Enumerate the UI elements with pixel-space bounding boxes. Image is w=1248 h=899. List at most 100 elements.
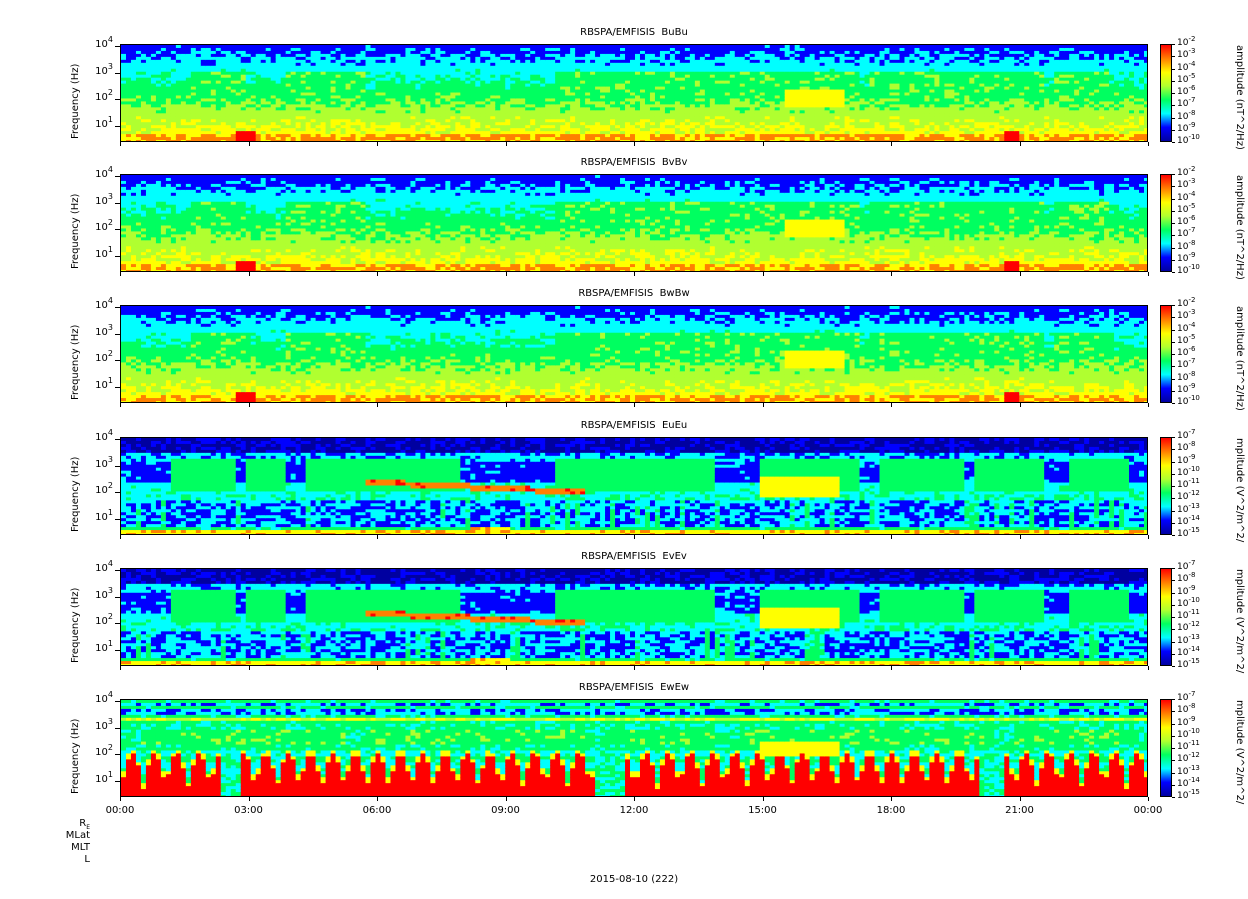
y-tick-mark: [115, 649, 120, 651]
colorbar-tick-mark: [1172, 210, 1175, 212]
x-tick-mark: [1148, 797, 1149, 801]
x-tick-mark: [1148, 272, 1149, 276]
y-axis-label: Frequency (Hz): [70, 64, 81, 139]
y-tick-mark: [115, 780, 120, 782]
x-tick-mark: [1148, 403, 1149, 407]
x-tick-mark: [505, 272, 507, 276]
x-tick-label: 06:00: [352, 805, 402, 816]
colorbar-tick-mark: [1172, 510, 1175, 512]
colorbar-tick-mark: [1172, 461, 1175, 463]
colorbar-tick-mark: [1172, 186, 1175, 188]
colorbar: [1160, 568, 1172, 666]
colorbar-tick-mark: [1172, 449, 1175, 451]
y-tick-mark: [115, 596, 120, 598]
colorbar: [1160, 437, 1172, 535]
x-tick-mark: [248, 272, 250, 276]
y-tick-label: 102: [73, 219, 113, 234]
colorbar-tick-label: 10-7: [1177, 97, 1195, 110]
x-tick-mark: [377, 142, 378, 146]
x-tick-label: 12:00: [609, 805, 659, 816]
y-axis-label: Frequency (Hz): [70, 194, 81, 269]
colorbar-tick-mark: [1172, 437, 1175, 438]
x-tick-mark: [248, 666, 250, 670]
colorbar-label: mplitude (V^2/m^2/: [1234, 569, 1245, 673]
y-tick-label: 102: [73, 482, 113, 497]
colorbar-tick-mark: [1172, 486, 1175, 487]
colorbar-tick-mark: [1172, 80, 1175, 82]
colorbar-tick-label: 10-15: [1177, 658, 1200, 671]
x-tick-label: 09:00: [481, 805, 531, 816]
panel-title: RBSPA/EMFISIS BwBw: [120, 288, 1148, 299]
colorbar-tick-label: 10-6: [1177, 85, 1195, 98]
y-tick-mark: [115, 202, 120, 204]
y-tick-label: 101: [73, 770, 113, 785]
colorbar-tick-label: 10-12: [1177, 752, 1200, 765]
x-tick-mark: [762, 142, 764, 146]
colorbar-tick-mark: [1172, 748, 1175, 749]
x-tick-mark: [634, 666, 635, 670]
x-tick-mark: [891, 272, 892, 276]
x-tick-mark: [505, 797, 507, 801]
y-tick-mark: [115, 701, 120, 703]
colorbar-label: mplitude (V^2/m^2/: [1234, 700, 1245, 804]
x-tick-mark: [377, 797, 378, 801]
colorbar-tick-label: 10-14: [1177, 514, 1200, 527]
colorbar: [1160, 174, 1172, 272]
colorbar-tick-mark: [1172, 522, 1175, 524]
colorbar-label: amplitude (nT^2/Hz): [1234, 306, 1245, 411]
x-tick-label: 03:00: [224, 805, 274, 816]
y-tick-mark: [115, 99, 120, 101]
colorbar-tick-label: 10-9: [1177, 715, 1195, 728]
colorbar-tick-label: 10-5: [1177, 202, 1195, 215]
colorbar-label: amplitude (nT^2/Hz): [1234, 175, 1245, 280]
colorbar-tick-mark: [1172, 535, 1175, 536]
colorbar-tick-label: 10-13: [1177, 633, 1200, 646]
colorbar-tick-label: 10-11: [1177, 609, 1200, 622]
y-tick-mark: [115, 439, 120, 441]
colorbar-tick-mark: [1172, 699, 1175, 700]
colorbar-tick-label: 10-3: [1177, 178, 1195, 191]
colorbar-tick-label: 10-10: [1177, 395, 1200, 408]
colorbar-tick-mark: [1172, 93, 1175, 94]
panel-title: RBSPA/EMFISIS EvEv: [120, 551, 1148, 562]
colorbar: [1160, 44, 1172, 142]
colorbar-tick-label: 10-10: [1177, 465, 1200, 478]
colorbar-tick-mark: [1172, 366, 1175, 368]
colorbar-tick-label: 10-13: [1177, 764, 1200, 777]
colorbar-tick-mark: [1172, 223, 1175, 224]
x-tick-mark: [1148, 535, 1149, 539]
x-tick-mark: [377, 403, 378, 407]
y-tick-mark: [115, 229, 120, 231]
y-tick-label: 104: [73, 691, 113, 706]
colorbar-tick-mark: [1172, 68, 1175, 70]
x-tick-mark: [891, 797, 892, 801]
colorbar-tick-label: 10-14: [1177, 776, 1200, 789]
panel-title: RBSPA/EMFISIS BvBv: [120, 157, 1148, 168]
x-tick-mark: [762, 272, 764, 276]
x-tick-mark: [891, 666, 892, 670]
colorbar-tick-mark: [1172, 341, 1175, 343]
y-tick-mark: [115, 72, 120, 74]
panel-title: RBSPA/EMFISIS BuBu: [120, 27, 1148, 38]
x-tick-label: 18:00: [866, 805, 916, 816]
y-tick-label: 104: [73, 429, 113, 444]
x-tick-mark: [762, 403, 764, 407]
spectrogram-plot: [120, 44, 1148, 142]
colorbar-label: amplitude (nT^2/Hz): [1234, 45, 1245, 150]
colorbar-tick-label: 10-11: [1177, 478, 1200, 491]
colorbar-tick-mark: [1172, 711, 1175, 713]
y-tick-label: 104: [73, 166, 113, 181]
spectrogram-plot: [120, 174, 1148, 272]
x-tick-mark: [891, 535, 892, 539]
x-tick-mark: [120, 535, 121, 539]
x-tick-mark: [891, 142, 892, 146]
colorbar-tick-label: 10-15: [1177, 789, 1200, 802]
colorbar-tick-label: 10-8: [1177, 441, 1195, 454]
x-tick-mark: [1019, 666, 1021, 670]
y-axis-label: Frequency (Hz): [70, 588, 81, 663]
y-axis-label: Frequency (Hz): [70, 325, 81, 400]
spectrogram-plot: [120, 305, 1148, 403]
y-tick-label: 101: [73, 115, 113, 130]
colorbar-tick-label: 10-9: [1177, 584, 1195, 597]
